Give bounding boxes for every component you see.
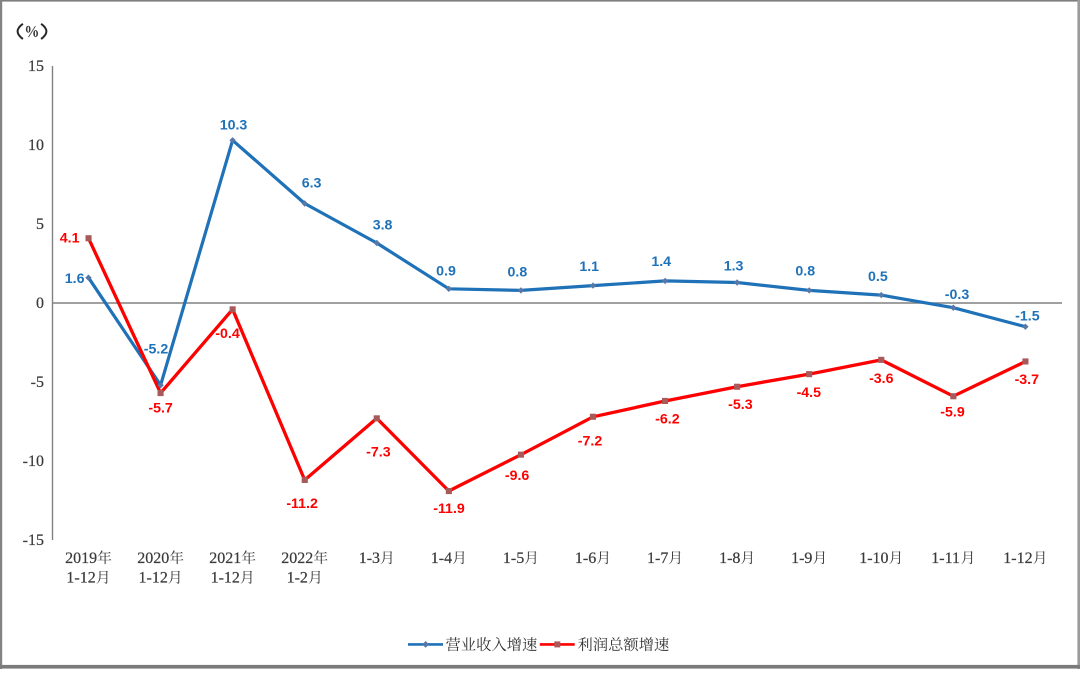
svg-text:-15: -15 xyxy=(23,532,44,549)
svg-text:10.3: 10.3 xyxy=(220,118,248,134)
svg-text:-3.6: -3.6 xyxy=(869,371,894,387)
svg-text:-9.6: -9.6 xyxy=(505,468,530,484)
svg-text:1-7: 1-7 xyxy=(647,550,668,567)
svg-text:1-2: 1-2 xyxy=(287,570,308,587)
svg-text:-11.9: -11.9 xyxy=(433,501,465,517)
svg-text:1.6: 1.6 xyxy=(65,271,85,287)
svg-text:2019: 2019 xyxy=(65,550,97,567)
svg-text:-10: -10 xyxy=(23,453,44,470)
svg-text:0: 0 xyxy=(36,295,44,312)
svg-text:-1.5: -1.5 xyxy=(1015,308,1040,324)
svg-text:1.1: 1.1 xyxy=(579,259,599,275)
svg-text:1-12: 1-12 xyxy=(1003,550,1032,567)
svg-text:1.4: 1.4 xyxy=(651,254,671,270)
svg-text:6.3: 6.3 xyxy=(302,175,322,191)
svg-text:-4.5: -4.5 xyxy=(797,385,822,401)
svg-text:1-9: 1-9 xyxy=(791,550,812,567)
svg-text:2020: 2020 xyxy=(137,550,169,567)
svg-text:-5.3: -5.3 xyxy=(728,397,753,413)
svg-text:-3.7: -3.7 xyxy=(1015,372,1040,388)
svg-text:-5.9: -5.9 xyxy=(940,405,965,421)
svg-text:1-12: 1-12 xyxy=(211,570,240,587)
svg-text:1-4: 1-4 xyxy=(431,550,452,567)
svg-text:1-10: 1-10 xyxy=(859,550,888,567)
svg-text:1-11: 1-11 xyxy=(931,550,960,567)
svg-text:0.8: 0.8 xyxy=(795,264,815,280)
svg-text:10: 10 xyxy=(28,137,44,154)
svg-text:0.8: 0.8 xyxy=(508,265,528,281)
svg-text:1-8: 1-8 xyxy=(719,550,740,567)
svg-text:1-6: 1-6 xyxy=(575,550,596,567)
svg-text:-5: -5 xyxy=(31,374,44,391)
svg-text:-5.7: -5.7 xyxy=(148,401,173,417)
svg-text:-0.4: -0.4 xyxy=(215,326,240,342)
svg-text:1-3: 1-3 xyxy=(359,550,380,567)
svg-text:-7.2: -7.2 xyxy=(578,434,603,450)
svg-text:-5.2: -5.2 xyxy=(144,342,169,358)
svg-text:1.3: 1.3 xyxy=(724,259,744,275)
svg-text:0.9: 0.9 xyxy=(436,264,456,280)
svg-text:15: 15 xyxy=(28,58,44,75)
svg-text:3.8: 3.8 xyxy=(373,218,393,234)
svg-text:1-5: 1-5 xyxy=(503,550,524,567)
svg-text:-6.2: -6.2 xyxy=(655,412,680,428)
svg-text:1-12: 1-12 xyxy=(139,570,168,587)
svg-text:-0.3: -0.3 xyxy=(945,287,970,303)
svg-text:0.5: 0.5 xyxy=(868,269,888,285)
svg-text:2021: 2021 xyxy=(209,550,241,567)
svg-text:2022: 2022 xyxy=(281,550,313,567)
svg-text:1-12: 1-12 xyxy=(66,570,95,587)
svg-text:5: 5 xyxy=(36,216,44,233)
svg-text:-7.3: -7.3 xyxy=(366,444,391,460)
svg-text:4.1: 4.1 xyxy=(60,230,80,246)
svg-text:-11.2: -11.2 xyxy=(286,496,318,512)
